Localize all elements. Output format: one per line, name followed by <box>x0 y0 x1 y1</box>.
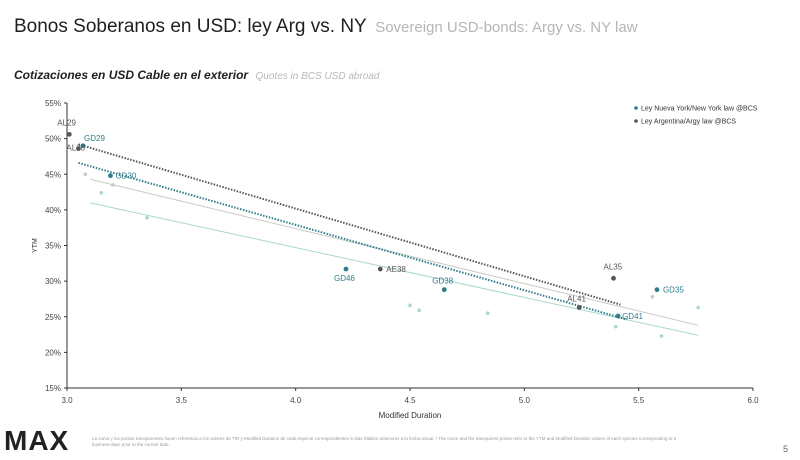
y-axis-label: YTM <box>32 238 39 253</box>
legend-label-ny: Ley Nueva York/New York law @BCS <box>641 106 758 113</box>
page-number: 5 <box>782 444 788 454</box>
y-tick-label: 20% <box>45 348 61 357</box>
prior-point-arg <box>650 295 655 299</box>
bond-label-al29: AL29 <box>57 118 76 127</box>
bond-point-gd46 <box>343 266 349 272</box>
legend-marker-arg <box>634 119 638 123</box>
x-tick-label: 4.0 <box>290 396 302 405</box>
page-title: Bonos Soberanos en USD: ley Arg vs. NY S… <box>14 16 638 38</box>
prior-point-arg <box>83 172 88 177</box>
x-tick-label: 3.0 <box>61 396 73 405</box>
prior-point-ny <box>659 334 664 338</box>
x-axis-label: Modified Duration <box>379 411 442 420</box>
bond-point-al29 <box>66 131 72 137</box>
legend-marker-ny <box>634 106 638 110</box>
y-tick-label: 15% <box>45 384 61 393</box>
prior-point-ny <box>485 311 490 315</box>
y-tick-label: 45% <box>45 170 61 179</box>
subtitle-english: Quotes in BCS USD abroad <box>255 71 380 82</box>
x-tick-label: 3.5 <box>176 396 188 405</box>
bond-point-ae38 <box>377 266 383 272</box>
x-tick-label: 6.0 <box>747 396 759 405</box>
prior-point-ny <box>614 324 618 329</box>
bond-label-gd38: GD38 <box>432 277 453 286</box>
bond-point-gd35 <box>654 287 660 293</box>
bond-point-al30 <box>76 146 81 152</box>
bond-label-al35: AL35 <box>604 262 623 271</box>
y-tick-label: 25% <box>45 313 61 322</box>
y-tick-label: 35% <box>45 242 61 251</box>
trend-line-ny <box>78 161 628 321</box>
bond-point-gd29 <box>80 143 86 149</box>
title-spanish: Bonos Soberanos en USD: ley Arg vs. NY <box>14 16 367 37</box>
prior-point-ny <box>696 305 700 310</box>
bond-label-gd29: GD29 <box>84 134 105 143</box>
bond-label-gd41: GD41 <box>622 312 643 321</box>
footnote: La curva y los puntos transparentes hace… <box>92 436 677 447</box>
title-english: Sovereign USD-bonds: Argy vs. NY law <box>375 19 638 36</box>
prior-point-ny <box>417 308 421 313</box>
bond-label-al30: AL30 <box>66 144 85 153</box>
x-tick-label: 5.5 <box>633 396 645 405</box>
bond-point-al41 <box>576 305 582 310</box>
y-tick-label: 50% <box>45 135 61 144</box>
prior-point-ny <box>99 190 104 195</box>
bond-label-gd30: GD30 <box>115 172 136 181</box>
prior-point-arg <box>110 183 115 187</box>
bond-label-gd46: GD46 <box>334 274 355 283</box>
legend-label-arg: Ley Argentina/Argy law @BCS <box>641 119 736 126</box>
bond-label-al41: AL41 <box>567 294 586 303</box>
max-logo: MAX <box>4 425 70 456</box>
bond-point-al35 <box>611 275 616 281</box>
prior-trend-ny <box>89 202 699 336</box>
trend-line-arg <box>78 143 621 306</box>
subtitle-spanish: Cotizaciones en USD Cable en el exterior <box>14 68 249 82</box>
chart-subtitle: Cotizaciones en USD Cable en el exterior… <box>14 66 379 84</box>
y-tick-label: 55% <box>45 99 61 108</box>
bond-point-gd30 <box>108 173 113 179</box>
bond-point-gd41 <box>615 313 621 319</box>
bond-point-gd38 <box>441 287 447 293</box>
prior-point-ny <box>145 215 149 220</box>
prior-point-ny <box>408 303 412 308</box>
y-tick-label: 40% <box>45 206 61 215</box>
bond-label-gd35: GD35 <box>663 286 684 295</box>
x-tick-label: 5.0 <box>519 396 531 405</box>
y-tick-label: 30% <box>45 277 61 286</box>
x-tick-label: 4.5 <box>404 396 416 405</box>
bond-label-ae38: AE38 <box>386 265 406 274</box>
